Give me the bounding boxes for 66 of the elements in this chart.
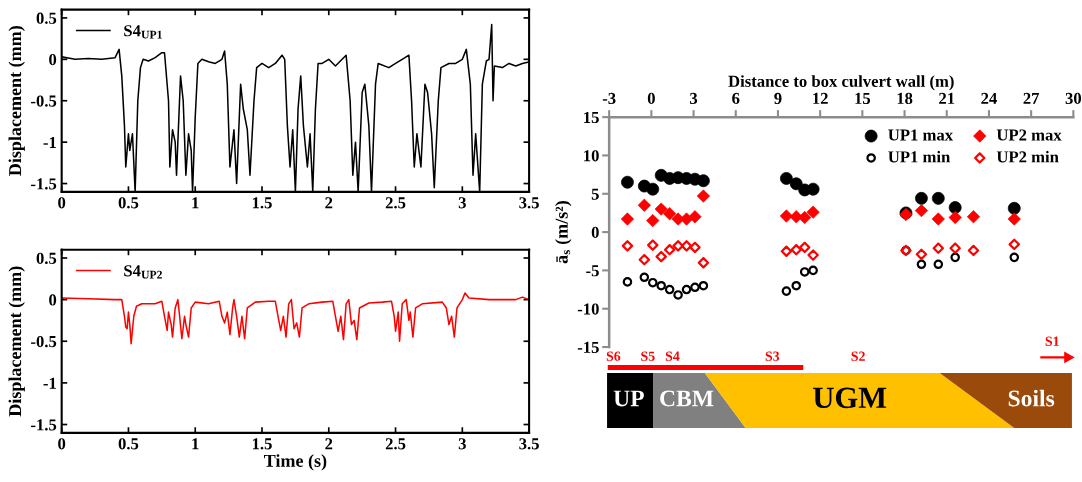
legend-label: UP1 min [888,150,951,163]
y-axis-title: ā$_{s}$ (m/s²) [555,201,572,264]
y-tick-label: -0.5 [31,335,57,348]
legend-label: S4$_{UP1}$ [124,25,162,39]
y-tick-label: -5 [586,265,599,277]
x-tick-label: 3 [690,92,698,105]
y-tick-label: 0.5 [36,12,57,24]
y-tick-label: 0 [49,294,57,306]
y-tick-label: 5 [591,188,599,200]
y-tick-label: -15 [577,341,599,353]
text: UGM [813,387,887,409]
text: Soils [1008,389,1055,407]
x-tick-label: 30 [1065,92,1082,105]
x-tick-label: 1 [192,197,199,209]
x-tick-label: 2.5 [385,197,406,209]
text: S4 [665,351,680,361]
x-tick-label: 2 [325,197,333,209]
x-tick-label: 0 [647,92,655,105]
x-tick-label: 3.5 [519,197,539,209]
y-tick-label: -0.5 [31,95,57,107]
x-tick-label: 3 [458,197,466,209]
annotation: S1 [1045,336,1059,346]
x-tick-label: 6 [732,92,740,105]
text: CBM [660,390,714,407]
y-tick-label: 0 [49,54,57,66]
x-tick-label: 24 [981,92,997,104]
legend-label: UP2 min [996,150,1059,163]
y-tick-label: -1 [43,136,56,148]
x-tick-label: -3 [602,92,616,105]
legend-label: UP1 max [888,129,953,141]
legend-label: S4$_{UP2}$ [124,265,162,279]
text: S6 [606,351,621,361]
x-tick-label: 18 [897,92,913,105]
x-axis-title: Distance to box culvert wall (m) [728,75,954,91]
text: S2 [851,351,865,361]
legend-label: UP2 max [996,129,1062,141]
y-tick-label: -10 [577,303,599,315]
y-tick-label: -1.5 [31,419,57,431]
text: S5 [641,351,655,361]
x-tick-label: 0.5 [118,197,139,209]
x-tick-label: 0.5 [118,438,139,450]
y-tick-label: -1.5 [31,178,57,190]
x-tick-label: 21 [939,92,955,104]
y-axis-title: Displacement (mm) [8,266,25,417]
y-tick-label: 10 [584,150,599,162]
x-tick-label: 0 [58,438,66,450]
x-tick-label: 1 [192,438,199,450]
x-tick-label: 12 [813,92,828,104]
x-tick-label: 9 [774,92,782,105]
y-tick-label: 0.5 [36,252,57,265]
x-tick-label: 1.5 [252,438,272,450]
x-tick-label: 27 [1023,92,1040,104]
x-tick-label: 2 [325,438,333,450]
y-tick-label: 15 [584,111,599,124]
x-tick-label: 15 [855,92,871,105]
text: S3 [765,351,780,361]
x-tick-label: 0 [58,197,66,209]
x-tick-label: 3.5 [519,438,539,450]
y-tick-label: -1 [43,377,56,389]
y-axis-title: Displacement (mm) [8,26,25,176]
x-tick-label: 2.5 [385,438,406,450]
x-axis-title: Time (s) [263,454,327,471]
y-tick-label: 0 [591,226,599,239]
x-tick-label: 1.5 [252,197,272,209]
x-tick-label: 3 [458,438,466,450]
text: UP [613,390,644,407]
